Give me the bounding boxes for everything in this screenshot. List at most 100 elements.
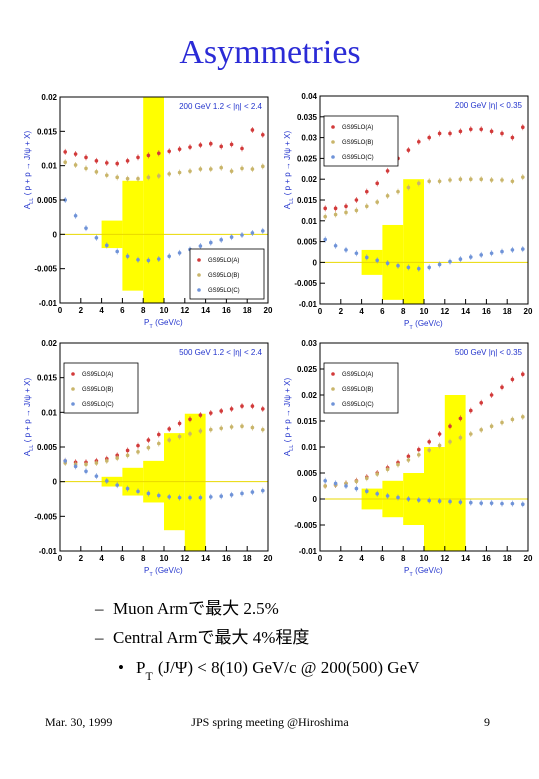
text-part: P bbox=[404, 319, 409, 328]
point bbox=[94, 474, 99, 478]
point bbox=[229, 169, 234, 173]
point bbox=[167, 495, 171, 499]
x-axis-label: PT (GeV/c) bbox=[144, 566, 183, 578]
point bbox=[125, 176, 130, 181]
point bbox=[219, 165, 223, 170]
chart: -0.01 -0.005 0 0.005 0.01 0.015 0.02 0.025 0.03 0… bbox=[283, 92, 533, 331]
point bbox=[250, 167, 255, 171]
point bbox=[437, 443, 442, 448]
x-tick-label: 16 bbox=[482, 554, 491, 563]
point bbox=[500, 131, 504, 136]
footer-meeting: JPS spring meeting @Hiroshima bbox=[191, 715, 349, 729]
point bbox=[437, 262, 442, 267]
point bbox=[198, 429, 203, 433]
y-tick-label: 0.005 bbox=[37, 443, 58, 452]
x-tick-label: 10 bbox=[420, 307, 429, 316]
text-part: P bbox=[404, 566, 409, 575]
point bbox=[261, 427, 265, 432]
text-part: P bbox=[144, 318, 149, 327]
y-tick-label: -0.005 bbox=[294, 521, 317, 530]
chart: -0.01 -0.005 0 0.005 0.01 0.015 0.02 0.025 0.03 0… bbox=[283, 339, 533, 578]
point bbox=[177, 170, 182, 175]
x-tick-label: 20 bbox=[524, 307, 533, 316]
legend-swatch bbox=[331, 155, 335, 159]
point bbox=[188, 145, 192, 149]
point bbox=[333, 481, 338, 486]
point bbox=[469, 408, 473, 413]
systematic-box bbox=[403, 179, 424, 304]
point bbox=[500, 178, 504, 182]
y-tick-label: -0.005 bbox=[294, 279, 317, 288]
point bbox=[510, 501, 515, 506]
x-tick-label: 20 bbox=[524, 554, 533, 563]
point bbox=[167, 438, 171, 442]
chart: -0.01 -0.005 0 0.005 0.01 0.015 0.02 0 2 4 6 8 10 12 1… bbox=[23, 93, 273, 330]
x-tick-label: 20 bbox=[264, 554, 273, 563]
x-tick-label: 4 bbox=[359, 554, 364, 563]
point bbox=[406, 454, 411, 459]
point bbox=[365, 204, 369, 209]
text-part: (GeV/c) bbox=[415, 319, 443, 328]
y-tick-label: 0.005 bbox=[297, 238, 318, 247]
point bbox=[94, 235, 99, 240]
y-tick-label: 0.005 bbox=[297, 469, 318, 478]
y-tick-label: 0.03 bbox=[301, 339, 317, 348]
text-part: P bbox=[136, 658, 145, 677]
footer-date: Mar. 30, 1999 bbox=[45, 715, 112, 729]
point bbox=[323, 206, 328, 211]
point bbox=[489, 251, 494, 256]
point bbox=[437, 131, 442, 136]
text-part: A bbox=[23, 203, 32, 209]
point bbox=[385, 194, 390, 198]
x-tick-label: 4 bbox=[359, 307, 364, 316]
point bbox=[427, 265, 432, 270]
legend-swatch bbox=[71, 402, 75, 406]
annotation: 500 GeV 1.2 < |η| < 2.4 bbox=[179, 348, 262, 357]
x-tick-label: 0 bbox=[58, 306, 63, 315]
point bbox=[198, 244, 203, 248]
bullet-marker: – bbox=[94, 599, 104, 618]
point bbox=[448, 499, 452, 504]
point bbox=[469, 177, 473, 181]
point bbox=[417, 139, 421, 144]
point bbox=[157, 493, 161, 498]
point bbox=[458, 416, 463, 421]
point bbox=[250, 128, 255, 132]
point bbox=[500, 249, 504, 254]
point bbox=[240, 166, 244, 171]
x-tick-label: 18 bbox=[503, 307, 512, 316]
point bbox=[385, 494, 390, 498]
text-part: A bbox=[23, 450, 32, 456]
point bbox=[375, 258, 380, 263]
point bbox=[84, 462, 88, 467]
point bbox=[489, 393, 494, 397]
point bbox=[209, 240, 213, 245]
point bbox=[198, 413, 203, 417]
point bbox=[344, 248, 348, 252]
point bbox=[146, 258, 151, 263]
point bbox=[344, 484, 348, 488]
point bbox=[209, 427, 213, 432]
point bbox=[105, 161, 109, 165]
point bbox=[521, 247, 525, 251]
y-tick-label: 0.01 bbox=[41, 162, 57, 171]
y-tick-label: -0.005 bbox=[34, 512, 57, 521]
point bbox=[469, 432, 473, 436]
point bbox=[354, 479, 359, 484]
y-tick-label: 0.02 bbox=[301, 391, 317, 400]
point bbox=[521, 175, 525, 179]
legend-box bbox=[63, 362, 139, 414]
point bbox=[240, 146, 244, 151]
point bbox=[115, 456, 119, 460]
systematic-box bbox=[184, 413, 206, 551]
point bbox=[479, 501, 484, 505]
bullet-text: Muon Armで最大 2.5% bbox=[113, 599, 279, 618]
point bbox=[458, 129, 463, 134]
point bbox=[229, 407, 234, 411]
x-tick-label: 14 bbox=[201, 554, 210, 563]
point bbox=[458, 435, 463, 440]
point bbox=[261, 164, 265, 169]
point bbox=[240, 424, 244, 429]
y-tick-label: 0.035 bbox=[297, 113, 318, 122]
